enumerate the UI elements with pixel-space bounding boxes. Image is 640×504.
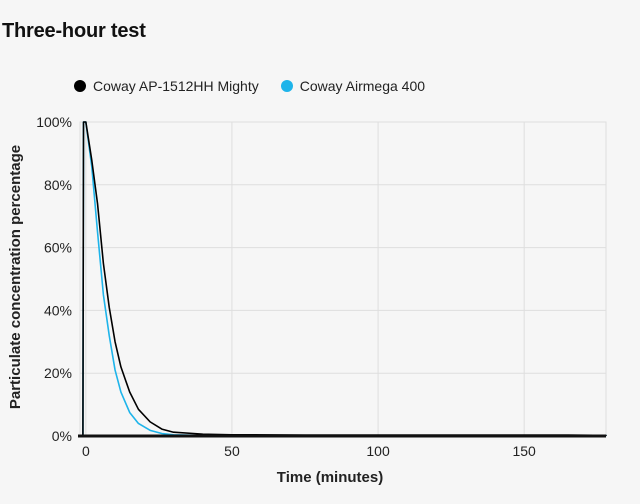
- chart-legend: Coway AP-1512HH Mighty Coway Airmega 400: [74, 78, 447, 94]
- legend-label: Coway Airmega 400: [299, 78, 426, 94]
- y-axis-title: Particulate concentration percentage: [7, 145, 24, 409]
- legend-dot-icon: [280, 80, 293, 92]
- plot-frame: [79, 121, 607, 437]
- series-line: [82, 121, 607, 437]
- x-tick-label: 50: [224, 443, 240, 459]
- legend-item-mighty: Coway AP-1512HH Mighty: [74, 78, 259, 94]
- y-tick-label: 80%: [44, 177, 72, 193]
- x-tick-label: 100: [366, 443, 390, 459]
- x-axis-title: Time (minutes): [277, 469, 383, 486]
- y-tick-label: 100%: [36, 114, 72, 130]
- legend-dot-icon: [74, 80, 86, 92]
- series-lines: [82, 121, 607, 437]
- y-tick-label: 0%: [52, 428, 72, 444]
- chart-title: Three-hour test: [2, 20, 146, 42]
- axis-labels: Time (minutes) Particulate concentration…: [7, 145, 383, 486]
- x-tick-label: 0: [82, 443, 90, 459]
- axes: 0% 20% 40% 60% 80% 100% 0 50 100 150: [36, 114, 606, 459]
- x-tick-label: 150: [512, 443, 536, 459]
- grid: [79, 121, 607, 437]
- y-tick-label: 20%: [44, 365, 72, 381]
- legend-label: Coway AP-1512HH Mighty: [93, 78, 259, 94]
- y-tick-label: 40%: [44, 302, 72, 318]
- series-line: [82, 121, 607, 437]
- y-tick-label: 60%: [44, 240, 72, 256]
- legend-item-airmega: Coway Airmega 400: [280, 78, 426, 94]
